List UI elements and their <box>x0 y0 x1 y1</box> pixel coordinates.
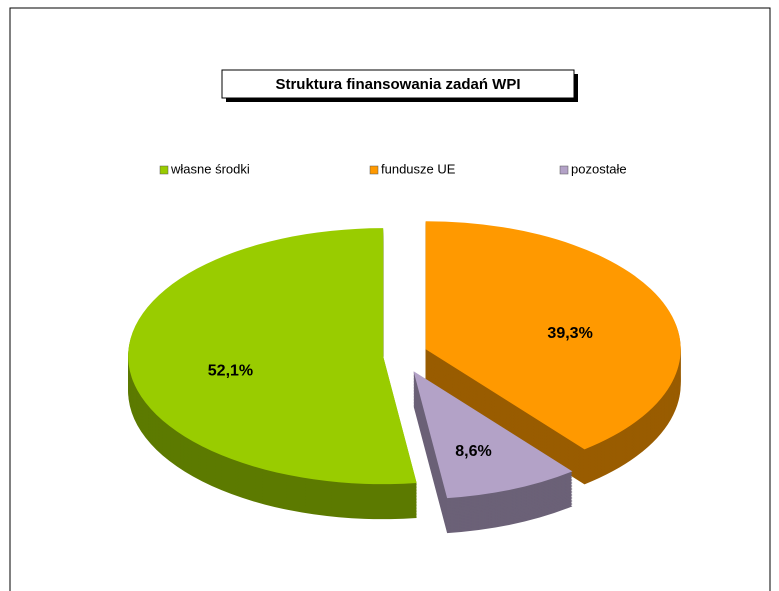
legend-label: fundusze UE <box>381 161 456 176</box>
legend-swatch <box>159 165 169 175</box>
data-label: 52,1% <box>208 362 253 379</box>
legend-label: pozostałe <box>571 161 627 176</box>
chart-title: Struktura finansowania zadań WPI <box>275 76 520 93</box>
legend-label: własne środki <box>170 161 250 176</box>
data-label: 39,3% <box>547 325 592 342</box>
title-box <box>221 69 575 99</box>
legend-swatch <box>369 165 379 175</box>
chart-frame <box>9 7 771 591</box>
slice <box>128 228 417 485</box>
data-label: 8,6% <box>455 443 491 460</box>
slice <box>425 221 681 450</box>
legend-swatch <box>559 165 569 175</box>
slice <box>413 371 573 499</box>
